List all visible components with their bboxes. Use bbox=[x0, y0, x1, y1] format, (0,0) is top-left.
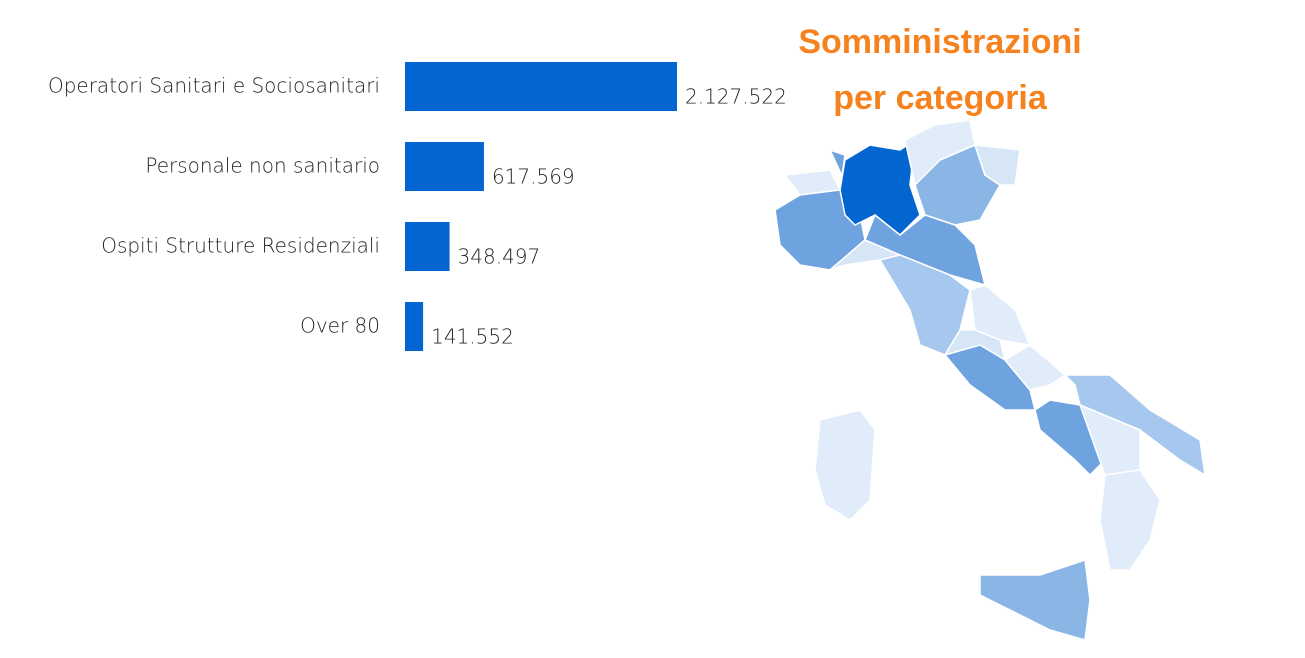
bar bbox=[405, 142, 484, 191]
bar bbox=[405, 222, 450, 271]
value-label: 348.497 bbox=[458, 245, 541, 269]
category-label: Over 80 bbox=[300, 314, 380, 338]
category-label: Operatori Sanitari e Sociosanitari bbox=[48, 74, 380, 98]
value-label: 617.569 bbox=[492, 165, 575, 189]
category-label: Personale non sanitario bbox=[145, 154, 380, 178]
bar bbox=[405, 302, 424, 351]
value-label: 2.127.522 bbox=[685, 85, 787, 109]
value-label: 141.552 bbox=[431, 325, 514, 349]
map-italy bbox=[774, 119, 1206, 641]
bar bbox=[405, 62, 677, 111]
chart-title: Somministrazioni per categoria bbox=[798, 23, 1082, 117]
category-label: Ospiti Strutture Residenziali bbox=[101, 234, 380, 258]
